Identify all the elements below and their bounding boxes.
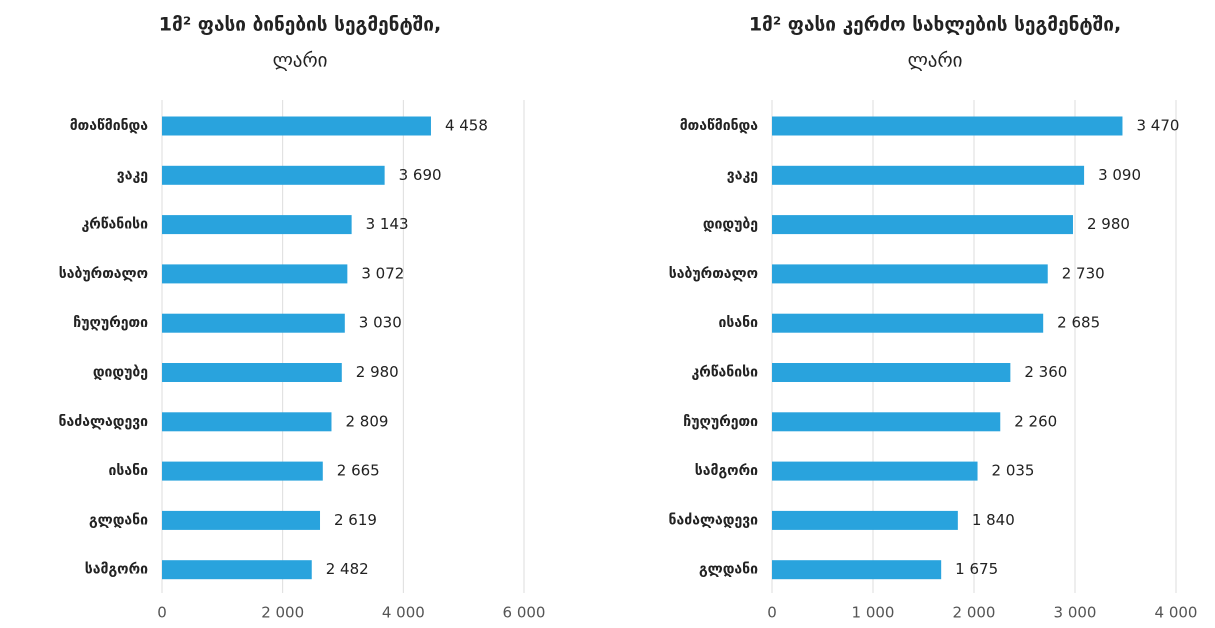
category-label: ვაკე	[117, 167, 148, 183]
category-label: ჩუღურეთი	[683, 414, 758, 430]
bar	[772, 313, 1044, 333]
category-label: საბურთალო	[59, 266, 148, 282]
category-label: ისანი	[719, 315, 759, 331]
category-label: კრწანისი	[82, 217, 149, 233]
value-label: 2 685	[1057, 314, 1100, 332]
category-label: მთაწმინდა	[680, 118, 759, 134]
bar	[772, 363, 1011, 382]
value-label: 3 690	[399, 166, 442, 184]
bar	[162, 215, 352, 235]
value-label: 1 840	[972, 511, 1015, 529]
x-tick-label: 2 000	[261, 604, 304, 622]
bar	[772, 215, 1073, 235]
value-label: 2 482	[326, 560, 369, 578]
x-tick-label: 6 000	[503, 604, 546, 622]
bar	[162, 412, 332, 432]
value-label: 1 675	[955, 560, 998, 578]
chart-subtitle: ლარი	[273, 50, 328, 72]
value-label: 2 360	[1024, 363, 1067, 381]
chart-title: 1მ² ფასი ბინების სეგმენტში,	[159, 14, 441, 36]
bar	[772, 264, 1048, 284]
value-label: 2 665	[337, 462, 380, 480]
value-label: 3 030	[359, 314, 402, 332]
bar	[162, 560, 312, 580]
value-label: 2 035	[992, 462, 1035, 480]
x-tick-label: 1 000	[852, 604, 895, 622]
bar	[162, 165, 385, 185]
category-label: მთაწმინდა	[70, 118, 149, 134]
x-tick-label: 0	[767, 604, 777, 622]
category-label: გლდანი	[89, 512, 148, 528]
bar	[162, 116, 431, 136]
bar	[772, 116, 1123, 136]
value-label: 2 980	[356, 363, 399, 381]
x-tick-label: 0	[157, 604, 167, 622]
value-label: 3 470	[1136, 117, 1179, 135]
value-label: 3 090	[1098, 166, 1141, 184]
value-label: 2 730	[1062, 264, 1105, 282]
bar	[772, 560, 942, 580]
x-tick-label: 4 000	[1155, 604, 1198, 622]
value-label: 3 072	[361, 264, 404, 282]
category-label: ნაძალადევი	[669, 512, 759, 528]
category-label: ვაკე	[727, 167, 758, 183]
category-label: დიდუბე	[703, 217, 758, 233]
value-label: 2 260	[1014, 412, 1057, 430]
value-label: 2 619	[334, 511, 377, 529]
chart-title: 1მ² ფასი კერძო სახლების სეგმენტში,	[749, 14, 1121, 36]
bar	[162, 510, 321, 530]
value-label: 2 809	[345, 412, 388, 430]
x-tick-label: 4 000	[382, 604, 425, 622]
category-label: დიდუბე	[93, 365, 148, 381]
bar	[162, 461, 323, 481]
bar	[772, 461, 978, 481]
category-label: კრწანისი	[692, 365, 759, 381]
category-label: სამგორი	[695, 463, 758, 479]
bar	[162, 363, 342, 382]
bar	[772, 412, 1001, 432]
value-label: 4 458	[445, 117, 488, 135]
category-label: ნაძალადევი	[59, 414, 149, 430]
value-label: 3 143	[366, 215, 409, 233]
category-label: სამგორი	[85, 562, 148, 578]
category-label: საბურთალო	[669, 266, 758, 282]
category-label: გლდანი	[699, 562, 758, 578]
bar	[162, 264, 348, 284]
bar	[772, 510, 958, 530]
chart-subtitle: ლარი	[908, 50, 963, 72]
bar	[162, 313, 345, 333]
category-label: ისანი	[109, 463, 149, 479]
value-label: 2 980	[1087, 215, 1130, 233]
category-label: ჩუღურეთი	[73, 315, 148, 331]
bar	[772, 165, 1085, 185]
x-tick-label: 2 000	[953, 604, 996, 622]
x-tick-label: 3 000	[1054, 604, 1097, 622]
